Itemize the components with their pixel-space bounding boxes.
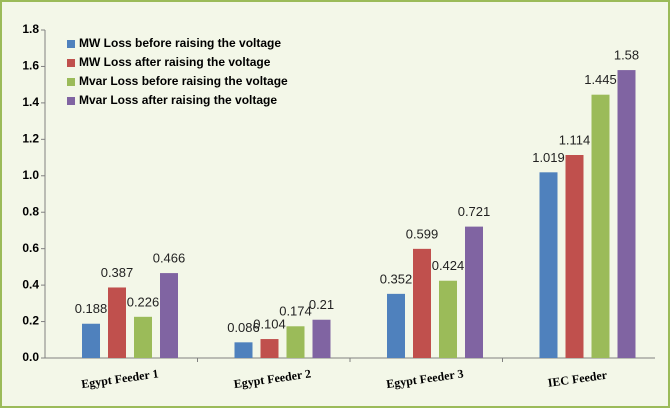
legend-swatch [67, 40, 75, 48]
bar [539, 172, 558, 358]
legend-swatch [67, 59, 75, 67]
value-label: 0.226 [127, 294, 160, 309]
y-tick-label: 0.6 [22, 241, 39, 255]
bar [82, 323, 100, 358]
legend-swatch [67, 97, 75, 105]
value-label: 0.086 [227, 320, 260, 335]
y-tick-label: 1.4 [22, 95, 39, 109]
value-label: 1.58 [614, 48, 639, 63]
y-tick-label: 1.6 [22, 59, 39, 73]
value-label: 0.21 [309, 297, 334, 312]
y-tick-label: 1.0 [22, 168, 39, 182]
y-tick-label: 0.4 [22, 277, 39, 291]
bar [260, 339, 279, 358]
value-label: 0.424 [432, 258, 465, 273]
bar [234, 342, 253, 358]
bar [160, 273, 178, 358]
value-label: 0.188 [75, 301, 108, 316]
bar [134, 316, 152, 358]
y-tick-label: 0.8 [22, 204, 39, 218]
bar [108, 287, 126, 358]
value-label: 1.019 [532, 150, 565, 165]
bar [312, 319, 331, 358]
bar [565, 155, 584, 358]
y-tick-label: 0.0 [22, 350, 39, 364]
legend-label: MW Loss before raising the voltage [79, 36, 281, 50]
bar [286, 326, 305, 358]
bar [591, 94, 610, 358]
bar [617, 70, 636, 358]
y-tick-label: 0.2 [22, 314, 39, 328]
value-label: 1.445 [584, 72, 617, 87]
bar [439, 280, 457, 358]
value-label: 1.114 [559, 132, 591, 147]
value-label: 0.466 [153, 251, 186, 266]
bar [465, 226, 483, 358]
y-tick-label: 1.8 [22, 22, 39, 36]
legend-label: MW Loss after raising the voltage [79, 55, 271, 69]
value-label: 0.174 [279, 304, 312, 319]
value-label: 0.352 [380, 271, 413, 286]
bar [413, 248, 431, 358]
value-label: 0.599 [406, 226, 439, 241]
legend-label: Mvar Loss after raising the voltage [79, 93, 277, 107]
legend-swatch [67, 78, 75, 86]
legend-label: Mvar Loss before raising the voltage [79, 74, 288, 88]
value-label: 0.387 [101, 265, 134, 280]
y-tick-label: 1.2 [22, 132, 39, 146]
value-label: 0.104 [253, 316, 286, 331]
bar [387, 293, 405, 358]
value-label: 0.721 [458, 204, 491, 219]
